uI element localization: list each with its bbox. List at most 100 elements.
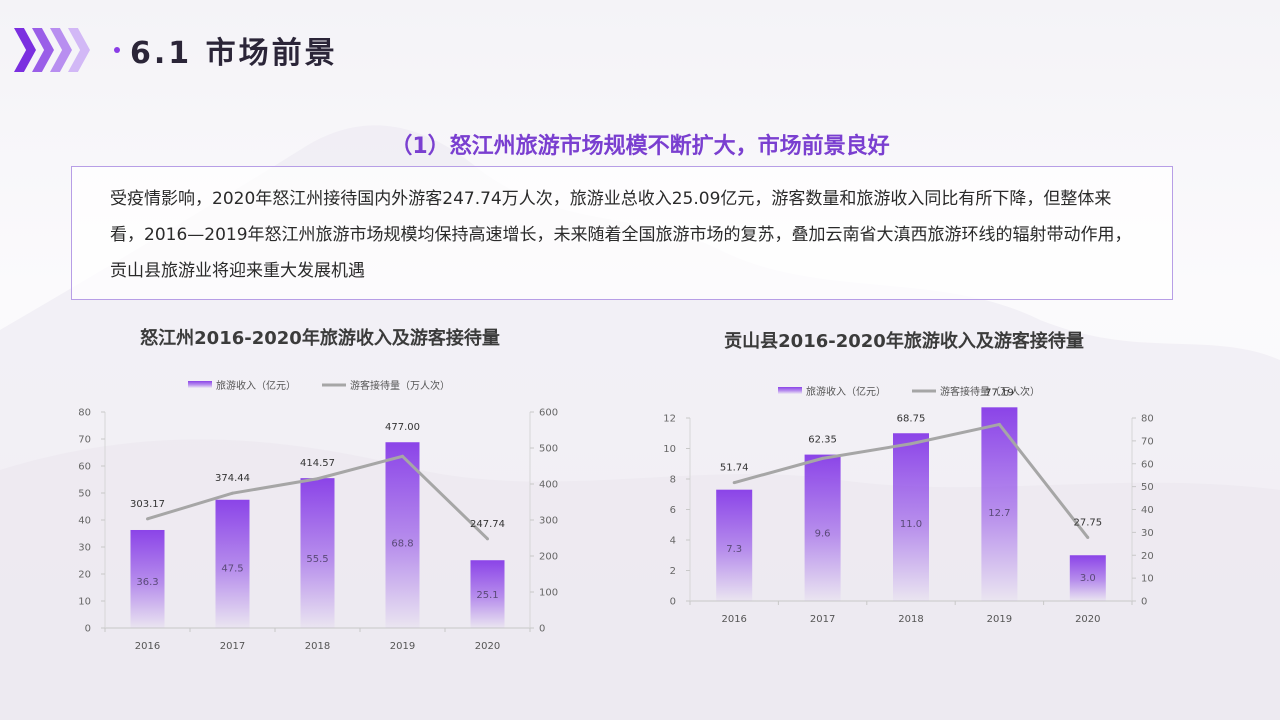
line-point-2016 <box>732 481 736 485</box>
chart-title-gongshan: 贡山县2016-2020年旅游收入及游客接待量 <box>724 331 1084 352</box>
line-value-label: 27.75 <box>1073 518 1102 529</box>
legend-swatch-bar <box>778 387 802 394</box>
left-tick-label: 4 <box>670 536 676 547</box>
left-tick-label: 60 <box>78 462 91 473</box>
bar-value-label: 7.3 <box>726 544 742 555</box>
right-tick-label: 600 <box>539 408 558 419</box>
legend: 旅游收入（亿元） 游客接待量（万人次） <box>778 385 1040 398</box>
right-tick-label: 70 <box>1141 436 1154 447</box>
chart-title-nujiang: 怒江州2016-2020年旅游收入及游客接待量 <box>140 328 500 349</box>
left-tick-label: 2 <box>670 566 676 577</box>
bar-value-label: 55.5 <box>306 554 328 565</box>
line-point-2019 <box>401 454 404 458</box>
line-point-2020 <box>1086 536 1090 540</box>
legend: 旅游收入（亿元） 游客接待量（万人次） <box>188 379 450 392</box>
bar-2018 <box>893 433 929 601</box>
bar-value-label: 36.3 <box>136 577 158 588</box>
line-value-label: 62.35 <box>808 435 837 446</box>
line-point-2020 <box>486 537 489 541</box>
left-tick-label: 40 <box>78 516 91 527</box>
line-point-2018 <box>909 442 913 446</box>
line-value-label: 374.44 <box>215 473 250 484</box>
line-value-label: 303.17 <box>130 499 165 510</box>
x-tick-label: 2016 <box>721 614 746 625</box>
chevron-arrows-icon <box>14 28 90 72</box>
bar-value-label: 47.5 <box>221 564 243 575</box>
x-tick-label: 2018 <box>898 614 923 625</box>
line-point-2019 <box>997 422 1001 426</box>
x-tick-label: 2017 <box>220 641 245 652</box>
bar-value-label: 3.0 <box>1080 573 1096 584</box>
line-value-label: 477.00 <box>385 422 420 433</box>
x-tick-label: 2016 <box>135 641 160 652</box>
right-tick-label: 60 <box>1141 459 1154 470</box>
legend-label-line: 游客接待量（万人次） <box>350 379 450 392</box>
bar-value-label: 9.6 <box>815 529 831 540</box>
left-tick-label: 12 <box>663 414 676 425</box>
right-tick-label: 0 <box>1141 597 1147 608</box>
right-tick-label: 200 <box>539 552 558 563</box>
summary-paragraph: 受疫情影响，2020年怒江州接待国内外游客247.74万人次，旅游业总收入25.… <box>110 189 1132 281</box>
bar-2016 <box>716 489 753 601</box>
bar-value-label: 11.0 <box>900 519 922 530</box>
x-tick-label: 2019 <box>987 614 1012 625</box>
bar-2019 <box>385 442 420 628</box>
left-tick-label: 20 <box>78 570 91 581</box>
right-tick-label: 20 <box>1141 551 1154 562</box>
legend-swatch-bar <box>188 381 212 388</box>
bar-value-label: 68.8 <box>391 538 413 549</box>
bar-2020 <box>470 560 505 628</box>
right-tick-label: 300 <box>539 516 558 527</box>
chart-nujiang: 旅游收入（亿元） 游客接待量（万人次） 0 10 20 30 40 50 60 70 80 0 100 2… <box>78 379 558 652</box>
line-point-2018 <box>316 477 319 481</box>
right-tick-label: 100 <box>539 588 558 599</box>
line-value-label: 68.75 <box>897 413 926 424</box>
line-value-label: 247.74 <box>470 519 505 530</box>
left-tick-label: 8 <box>670 475 676 486</box>
x-tick-label: 2019 <box>390 641 415 652</box>
bar-2016 <box>130 529 165 628</box>
line-value-label: 51.74 <box>720 463 749 474</box>
bar-2019 <box>981 407 1018 601</box>
right-tick-label: 30 <box>1141 528 1154 539</box>
bar-value-label: 12.7 <box>988 508 1010 519</box>
section-subtitle: （1）怒江州旅游市场规模不断扩大，市场前景良好 <box>390 134 890 159</box>
title-dot <box>114 47 120 53</box>
right-tick-label: 80 <box>1141 414 1154 425</box>
line-point-2016 <box>146 517 149 521</box>
header: 6.1 市场前景 <box>14 26 338 74</box>
x-tick-label: 2017 <box>810 614 835 625</box>
left-tick-label: 50 <box>78 489 91 500</box>
legend-label-bar: 旅游收入（亿元） <box>216 379 296 392</box>
line-point-2017 <box>821 456 825 460</box>
left-tick-label: 0 <box>670 597 676 608</box>
summary-textbox: 受疫情影响，2020年怒江州接待国内外游客247.74万人次，旅游业总收入25.… <box>71 166 1173 300</box>
bar-2017 <box>215 499 250 628</box>
legend-label-line: 游客接待量（万人次） <box>940 385 1040 398</box>
right-tick-label: 0 <box>539 624 545 635</box>
bar-2017 <box>804 454 841 601</box>
bar-2018 <box>300 478 335 628</box>
left-tick-label: 6 <box>670 505 676 516</box>
line-point-2017 <box>231 491 234 495</box>
right-tick-label: 10 <box>1141 574 1154 585</box>
page-title: 6.1 市场前景 <box>130 36 338 71</box>
left-tick-label: 80 <box>78 408 91 419</box>
x-tick-label: 2020 <box>1075 614 1100 625</box>
x-tick-label: 2020 <box>475 641 500 652</box>
left-tick-label: 0 <box>85 624 91 635</box>
right-tick-label: 400 <box>539 480 558 491</box>
legend-label-bar: 旅游收入（亿元） <box>806 385 886 398</box>
bar-2020 <box>1069 555 1106 601</box>
bar-value-label: 25.1 <box>476 590 498 601</box>
left-tick-label: 70 <box>78 435 91 446</box>
line-value-label: 414.57 <box>300 458 335 469</box>
right-tick-label: 50 <box>1141 482 1154 493</box>
left-tick-label: 30 <box>78 543 91 554</box>
x-tick-label: 2018 <box>305 641 330 652</box>
right-tick-label: 500 <box>539 444 558 455</box>
left-tick-label: 10 <box>663 444 676 455</box>
line-value-label: 77.19 <box>985 387 1014 398</box>
chart-gongshan: 旅游收入（亿元） 游客接待量（万人次） 0 2 4 6 8 10 12 0 10 20 30 40 50 60… <box>663 385 1154 625</box>
left-tick-label: 10 <box>78 597 91 608</box>
